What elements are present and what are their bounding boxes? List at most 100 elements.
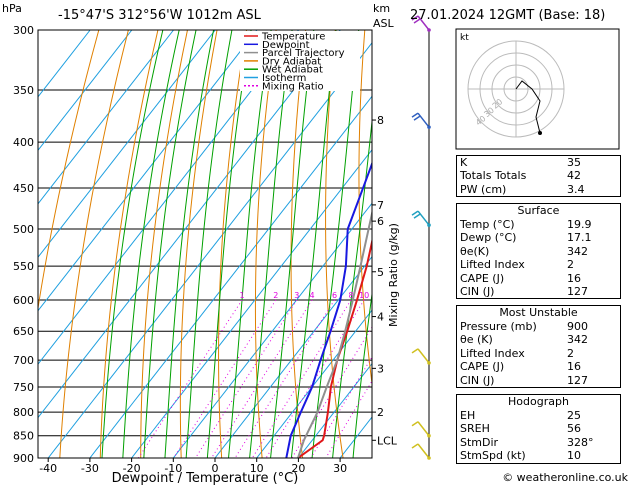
row-value: 16 (567, 272, 617, 285)
hodograph-title: Hodograph (457, 395, 620, 409)
height-km-label: 3 (377, 362, 384, 375)
table-row: θe(K)342 (457, 245, 620, 258)
table-row: Temp (°C)19.9 (457, 218, 620, 231)
table-row: K 35 (457, 156, 620, 169)
row-value: 2 (567, 347, 617, 360)
table-row: CIN (J)127 (457, 374, 620, 387)
table-row: Dewp (°C)17.1 (457, 231, 620, 244)
temperature-tick-label: -40 (39, 462, 57, 475)
pressure-tick-label: 600 (13, 294, 34, 307)
row-label: CIN (J) (460, 285, 494, 298)
wet-adiabat-line (250, 30, 292, 458)
table-row: CAPE (J) 16 (457, 272, 620, 285)
temperature-tick-label: -30 (81, 462, 99, 475)
height-km-label: 5 (377, 266, 384, 279)
table-row: CIN (J)127 (457, 285, 620, 298)
isotherm-line (0, 30, 257, 458)
row-value: 342 (567, 333, 617, 346)
wet-adiabat-line (102, 30, 163, 458)
height-km-label: 7 (377, 199, 384, 212)
row-value: 10 (567, 449, 617, 462)
mixing-ratio-label: 3 (294, 291, 299, 300)
pressure-tick-label: 800 (13, 406, 34, 419)
indices-table: K 35 Totals Totals 42 PW (cm) 3.4 (456, 155, 621, 197)
dry-adiabat-line (180, 30, 217, 458)
mixing-ratio-label: 6 (332, 291, 337, 300)
mixing-ratio-line (138, 300, 242, 458)
row-label: K (460, 156, 467, 169)
surface-title: Surface (457, 204, 620, 218)
row-label: SREH (460, 422, 490, 435)
hpa-label: hPa (2, 2, 22, 15)
row-value: 3.4 (567, 183, 617, 196)
temperature-tick-label: 30 (333, 462, 347, 475)
row-label: CAPE (J) (460, 272, 504, 285)
pressure-tick-label: 850 (13, 430, 34, 443)
asl-label: ASL (373, 17, 395, 30)
height-km-label: 4 (377, 311, 384, 324)
table-row: Pressure (mb) 900 (457, 320, 620, 333)
pressure-tick-label: 750 (13, 381, 34, 394)
pressure-tick-label: 300 (13, 24, 34, 37)
wind-barb (412, 211, 431, 227)
mixing-ratio-label: 25 (416, 291, 426, 300)
dewpoint-curve (286, 30, 403, 458)
row-value: 342 (567, 245, 617, 258)
table-row: θe (K)342 (457, 333, 620, 346)
pressure-tick-label: 700 (13, 354, 34, 367)
most-unstable-title: Most Unstable (457, 306, 620, 320)
wet-adiabat-line (312, 30, 359, 458)
row-value: 35 (567, 156, 617, 169)
copyright: © weatheronline.co.uk (502, 471, 628, 484)
row-value: 2 (567, 258, 617, 271)
pressure-tick-label: 500 (13, 223, 34, 236)
table-row: SREH 56 (457, 422, 620, 435)
wind-barb (412, 422, 431, 438)
row-value: 19.9 (567, 218, 617, 231)
dry-adiabat-line (255, 30, 276, 458)
row-label: EH (460, 409, 475, 422)
x-axis-label: Dewpoint / Temperature (°C) (112, 471, 299, 486)
height-km-label: 6 (377, 215, 384, 228)
mixing-ratio-label: 4 (310, 291, 315, 300)
wind-barb (412, 444, 431, 460)
row-label: CAPE (J) (460, 360, 504, 373)
mixing-ratio-line (252, 300, 351, 458)
mixing-ratio-label: 2 (273, 291, 278, 300)
pressure-tick-label: 350 (13, 84, 34, 97)
row-value: 127 (567, 374, 617, 387)
isotherm-line (0, 30, 299, 458)
table-row: EH 25 (457, 409, 620, 422)
table-row: Totals Totals 42 (457, 169, 620, 182)
row-value: 25 (567, 409, 617, 422)
row-label: StmDir (460, 436, 498, 449)
dry-adiabat-line (100, 30, 158, 458)
pressure-tick-label: 550 (13, 260, 34, 273)
row-label: Pressure (mb) (460, 320, 537, 333)
row-label: Lifted Index (460, 258, 525, 271)
mixing-ratio-line (195, 300, 296, 458)
pressure-tick-label: 650 (13, 325, 34, 338)
row-value: 56 (567, 422, 617, 435)
row-value: 328° (567, 436, 617, 449)
mixing-ratio-axis-label: Mixing Ratio (g/kg) (387, 223, 400, 327)
pressure-tick-label: 400 (13, 136, 34, 149)
datetime-title: 27.01.2024 12GMT (Base: 18) (410, 8, 605, 23)
row-label: Lifted Index (460, 347, 525, 360)
isotherm-line (48, 30, 382, 458)
wind-barb (412, 349, 431, 365)
row-value: 16 (567, 360, 617, 373)
wet-adiabat-line (144, 30, 196, 458)
wind-barb (412, 113, 431, 129)
height-km-label: 2 (377, 406, 384, 419)
height-km-label: 8 (377, 114, 384, 127)
wet-adiabat-line (207, 30, 251, 458)
row-label: Totals Totals (460, 169, 526, 182)
row-label: PW (cm) (460, 183, 506, 196)
row-value: 42 (567, 169, 617, 182)
row-value: 900 (567, 320, 617, 333)
legend-label: Mixing Ratio (262, 81, 324, 92)
mixing-ratio-label: 10 (359, 291, 369, 300)
